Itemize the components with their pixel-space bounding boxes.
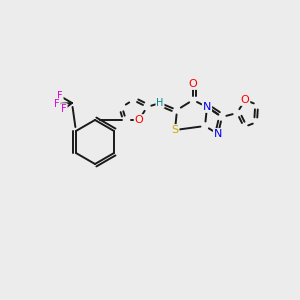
Text: O: O: [189, 79, 197, 89]
Text: N: N: [214, 129, 222, 139]
Text: N: N: [203, 102, 211, 112]
Text: O: O: [135, 115, 143, 125]
Text: H: H: [156, 98, 164, 108]
Text: O: O: [241, 95, 249, 105]
Text: F: F: [54, 99, 60, 109]
Text: F: F: [57, 91, 63, 101]
Text: F: F: [61, 104, 67, 114]
Text: S: S: [171, 125, 178, 135]
